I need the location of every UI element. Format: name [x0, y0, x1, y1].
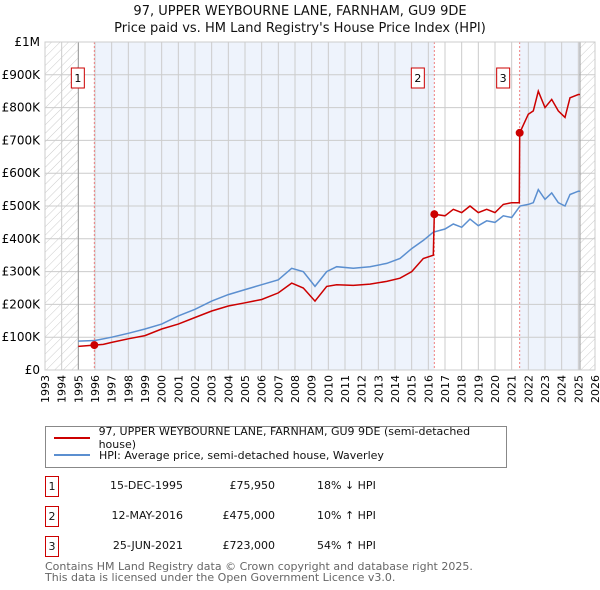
x-tick-label: 2013	[372, 375, 385, 403]
y-tick-label: £900K	[2, 68, 42, 82]
sale-label-box	[496, 67, 511, 89]
x-tick-label: 2007	[272, 375, 285, 403]
sale-row: 1 15-DEC-1995 £75,950 18% ↓ HPI	[45, 476, 445, 498]
sale-label-box	[410, 67, 425, 89]
x-tick-label: 1994	[56, 375, 69, 403]
x-tick-label: 2024	[556, 375, 569, 403]
sale-point	[430, 210, 439, 219]
x-tick-label: 2000	[156, 375, 169, 403]
x-tick-label: 2001	[172, 375, 185, 403]
sale-label: 3	[500, 72, 507, 85]
x-tick-label: 2014	[389, 375, 402, 403]
x-tick-label: 2011	[339, 375, 352, 403]
y-tick-label: £100K	[2, 330, 42, 344]
x-tick-label: 2006	[256, 375, 269, 403]
sale-row: 2 12-MAY-2016 £475,000 10% ↑ HPI	[45, 506, 445, 528]
sale-label-box	[70, 67, 85, 89]
sale-hpi: 18% ↓ HPI	[317, 479, 376, 492]
x-tick-label: 2004	[222, 375, 235, 403]
x-tick-label: 2015	[406, 375, 419, 403]
sale-price: £723,000	[222, 539, 276, 552]
sale-label: 1	[74, 72, 81, 85]
chart-title: 97, UPPER WEYBOURNE LANE, FARNHAM, GU9 9…	[133, 4, 467, 19]
x-tick-label: 2003	[206, 375, 219, 403]
x-tick-label: 2008	[289, 375, 302, 403]
plot-border	[44, 41, 596, 371]
legend-label: HPI: Average price, semi-detached house,…	[99, 448, 384, 462]
sale-date: 12-MAY-2016	[111, 509, 183, 522]
x-tick-label: 1995	[72, 375, 85, 403]
x-tick-label: 1998	[122, 375, 135, 403]
legend-label: 97, UPPER WEYBOURNE LANE, FARNHAM, GU9 9…	[98, 425, 471, 451]
x-tick-label: 2019	[472, 375, 485, 403]
legend-swatch-blue	[54, 454, 90, 456]
x-tick-label: 2016	[422, 375, 435, 403]
legend-property: 97, UPPER WEYBOURNE LANE, FARNHAM, GU9 9…	[54, 425, 506, 451]
sale-price: £75,950	[229, 479, 276, 492]
x-tick-label: 2025	[572, 375, 585, 403]
legend: 97, UPPER WEYBOURNE LANE, FARNHAM, GU9 9…	[45, 425, 507, 468]
y-tick-label: £600K	[2, 166, 42, 180]
sale-date: 25-JUN-2021	[112, 539, 183, 552]
x-tick-label: 1993	[39, 375, 52, 403]
y-tick-label: £400K	[2, 232, 42, 246]
sale-marker: 3	[45, 536, 59, 557]
x-tick-label: 2018	[456, 375, 469, 403]
chart-subtitle: Price paid vs. HM Land Registry's House …	[114, 21, 486, 36]
sale-date: 15-DEC-1995	[109, 479, 183, 492]
sale-marker: 2	[45, 506, 59, 527]
y-tick-label: £500K	[2, 199, 42, 213]
x-tick-label: 2012	[356, 375, 369, 403]
x-tick-label: 2009	[306, 375, 319, 403]
x-tick-label: 1996	[89, 375, 102, 403]
sale-hpi: 54% ↑ HPI	[317, 539, 376, 552]
x-tick-label: 2022	[522, 375, 535, 403]
sale-label: 2	[414, 72, 421, 85]
sale-point	[515, 128, 524, 137]
y-tick-label: £0	[25, 363, 40, 377]
hpi-line	[78, 187, 580, 342]
x-tick-label: 2020	[489, 375, 502, 403]
x-tick-label: 1999	[139, 375, 152, 403]
x-tick-label: 1997	[106, 375, 119, 403]
plot-area: 1993 1994 1995 1996 1997 1998 1999 2000 2001 2002…	[2, 35, 600, 403]
y-tick-label: £1M	[14, 35, 40, 49]
sale-point	[90, 341, 99, 350]
x-tick-label: 2005	[239, 375, 252, 403]
y-tick-label: £700K	[2, 133, 42, 147]
x-tick-label: 2023	[539, 375, 552, 403]
x-tick-label: 2026	[589, 375, 600, 403]
x-tick-label: 2002	[189, 375, 202, 403]
x-tick-label: 2017	[439, 375, 452, 403]
footer-line: This data is licensed under the Open Gov…	[45, 571, 396, 584]
property-price-line	[78, 88, 580, 348]
y-tick-label: £800K	[2, 101, 42, 115]
sale-row: 3 25-JUN-2021 £723,000 54% ↑ HPI	[45, 536, 445, 558]
footer-line: Contains HM Land Registry data © Crown c…	[45, 560, 473, 573]
legend-swatch-red	[54, 437, 90, 439]
sale-marker: 1	[45, 476, 59, 497]
footer: Contains HM Land Registry data © Crown c…	[45, 561, 473, 583]
sale-price: £475,000	[222, 509, 276, 522]
y-tick-label: £200K	[2, 297, 42, 311]
y-tick-label: £300K	[2, 265, 42, 279]
legend-hpi: HPI: Average price, semi-detached house,…	[54, 447, 384, 463]
sale-hpi: 10% ↑ HPI	[317, 509, 376, 522]
x-tick-label: 2021	[506, 375, 519, 403]
x-tick-label: 2010	[322, 375, 335, 403]
